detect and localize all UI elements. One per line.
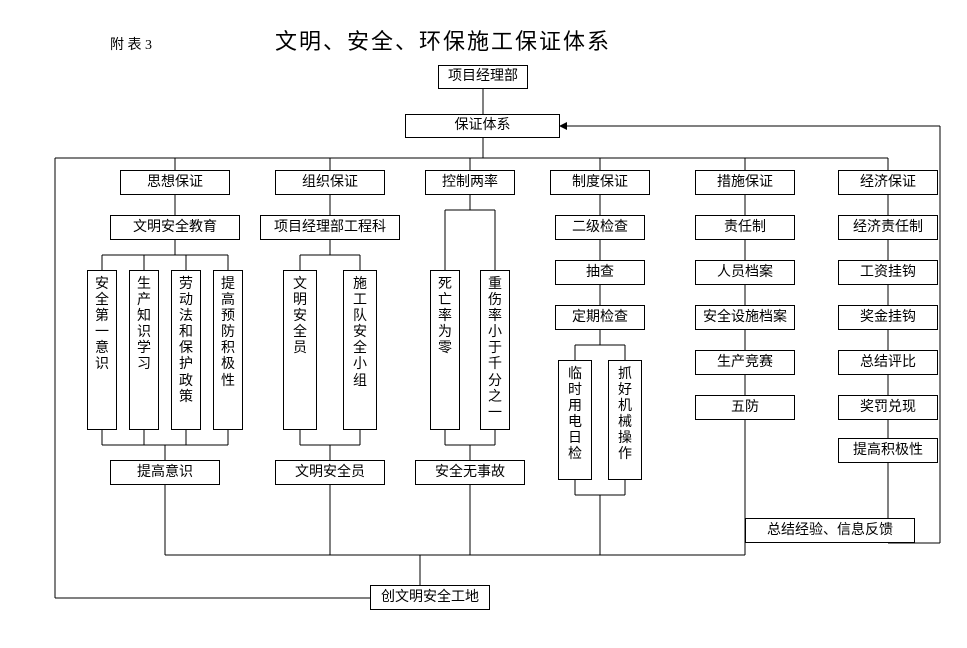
node-c6: 经济保证: [838, 170, 938, 195]
node-c1: 思想保证: [120, 170, 230, 195]
node-c6d: 总结评比: [838, 350, 938, 375]
node-c2b: 施工队安全小组: [343, 270, 377, 430]
node-c1b: 生产知识学习: [129, 270, 159, 430]
node-c5e: 五防: [695, 395, 795, 420]
node-c1d: 提高预防积极性: [213, 270, 243, 430]
node-final: 创文明安全工地: [370, 585, 490, 610]
node-c4b: 抽查: [555, 260, 645, 285]
node-c6f: 提高积极性: [838, 438, 938, 463]
node-summary: 总结经验、信息反馈: [745, 518, 915, 543]
node-c6b: 工资挂钩: [838, 260, 938, 285]
node-c1c: 劳动法和保护政策: [171, 270, 201, 430]
node-c5b: 人员档案: [695, 260, 795, 285]
node-c2s: 项目经理部工程科: [260, 215, 400, 240]
diagram-title: 文明、安全、环保施工保证体系: [275, 24, 611, 56]
node-c3a: 死亡率为零: [430, 270, 460, 430]
node-c5c: 安全设施档案: [695, 305, 795, 330]
node-c6c: 奖金挂钩: [838, 305, 938, 330]
node-c3b: 重伤率小于千分之一: [480, 270, 510, 430]
node-c6e: 奖罚兑现: [838, 395, 938, 420]
node-c5: 措施保证: [695, 170, 795, 195]
node-c4a: 二级检查: [555, 215, 645, 240]
node-c4d: 临时用电日检: [558, 360, 592, 480]
appendix-label: 附 表 3: [110, 34, 152, 54]
node-b2: 文明安全员: [275, 460, 385, 485]
node-c3: 控制两率: [425, 170, 515, 195]
node-c5a: 责任制: [695, 215, 795, 240]
node-guarantee: 保证体系: [405, 114, 560, 138]
node-c4e: 抓好机械操作: [608, 360, 642, 480]
node-b3: 安全无事故: [415, 460, 525, 485]
node-c4: 制度保证: [550, 170, 650, 195]
node-c5d: 生产竞赛: [695, 350, 795, 375]
node-c4c: 定期检查: [555, 305, 645, 330]
node-c1s: 文明安全教育: [110, 215, 240, 240]
node-b1: 提高意识: [110, 460, 220, 485]
node-c1a: 安全第一意识: [87, 270, 117, 430]
node-top: 项目经理部: [438, 65, 528, 89]
node-c6a: 经济责任制: [838, 215, 938, 240]
node-c2: 组织保证: [275, 170, 385, 195]
node-c2a: 文明安全员: [283, 270, 317, 430]
